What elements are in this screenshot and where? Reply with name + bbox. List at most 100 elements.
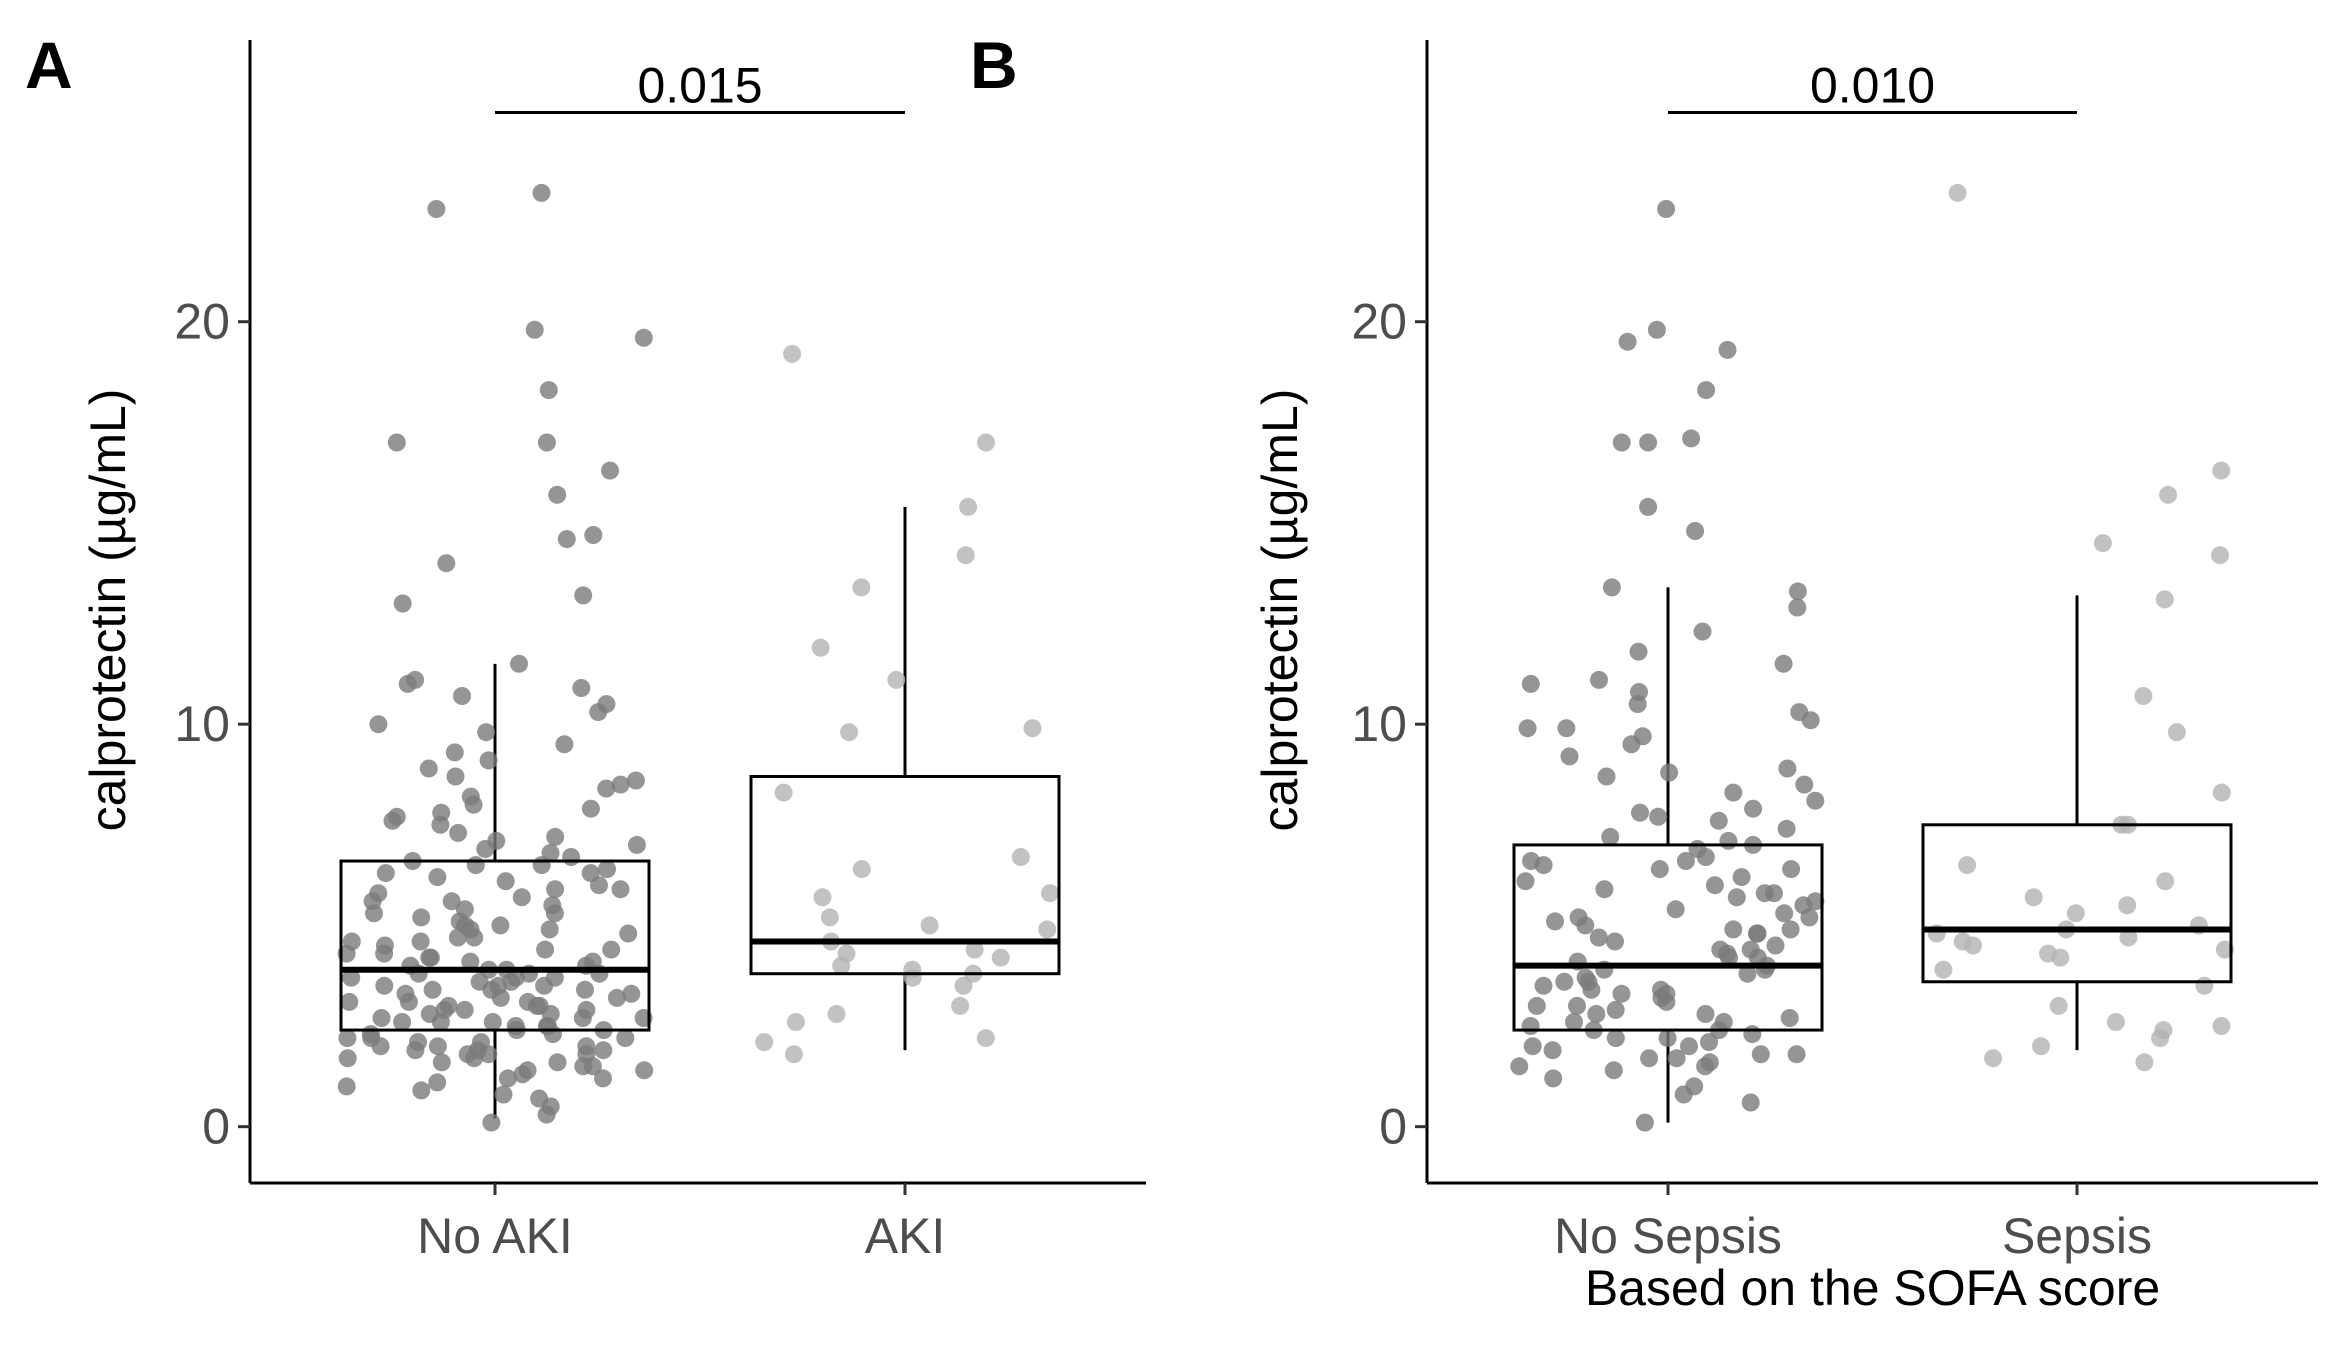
data-point bbox=[2211, 546, 2229, 565]
data-point bbox=[1544, 1069, 1563, 1088]
data-point bbox=[518, 1061, 537, 1080]
box-iqr bbox=[1512, 843, 1824, 1032]
data-point bbox=[1516, 872, 1535, 891]
data-point bbox=[338, 1049, 357, 1068]
data-point bbox=[1948, 183, 1967, 202]
data-point bbox=[594, 1069, 612, 1088]
data-point bbox=[622, 984, 641, 1003]
data-point bbox=[1696, 1057, 1715, 1076]
data-point bbox=[1964, 936, 1982, 955]
data-point bbox=[811, 638, 830, 657]
y-tick-label: 10 bbox=[174, 696, 230, 752]
data-point bbox=[574, 1057, 593, 1076]
data-point bbox=[783, 344, 802, 363]
data-point bbox=[482, 1113, 501, 1132]
p-value-label: 0.015 bbox=[637, 57, 762, 113]
data-point bbox=[491, 916, 510, 935]
data-point bbox=[406, 1041, 425, 1060]
data-point bbox=[1612, 984, 1631, 1003]
data-point bbox=[1523, 1037, 1542, 1056]
data-point bbox=[2051, 948, 2070, 967]
data-point bbox=[428, 1073, 447, 1092]
data-point bbox=[465, 928, 484, 947]
data-point bbox=[1522, 852, 1541, 870]
data-point bbox=[920, 916, 939, 935]
data-point bbox=[1657, 200, 1676, 218]
data-point bbox=[1696, 848, 1715, 866]
data-point bbox=[393, 594, 412, 613]
panel-letter: A bbox=[25, 28, 73, 102]
data-point bbox=[598, 860, 616, 879]
data-point bbox=[1775, 904, 1794, 923]
data-point bbox=[2066, 904, 2085, 923]
x-tick-label: No Sepsis bbox=[1554, 1208, 1782, 1264]
data-point bbox=[965, 940, 984, 959]
data-point bbox=[1806, 791, 1825, 810]
data-point bbox=[510, 654, 528, 673]
data-point bbox=[2049, 996, 2068, 1015]
data-point bbox=[589, 703, 608, 722]
data-point bbox=[445, 743, 464, 762]
data-point bbox=[1693, 622, 1712, 641]
data-point bbox=[1719, 831, 1738, 850]
data-point bbox=[820, 908, 839, 927]
data-point bbox=[2155, 590, 2174, 609]
data-point bbox=[1765, 884, 1783, 903]
data-point bbox=[813, 888, 832, 907]
data-point bbox=[537, 1105, 556, 1124]
data-point bbox=[576, 980, 594, 999]
y-tick-label: 0 bbox=[202, 1099, 230, 1155]
data-point bbox=[431, 1013, 450, 1031]
data-point bbox=[1724, 783, 1743, 802]
data-point bbox=[1751, 1045, 1770, 1064]
data-point bbox=[1560, 747, 1579, 766]
data-point bbox=[976, 1029, 995, 1048]
data-point bbox=[956, 546, 975, 565]
data-point bbox=[852, 860, 871, 879]
data-point bbox=[1590, 670, 1608, 689]
x-tick-label: Sepsis bbox=[2002, 1208, 2152, 1264]
x-tick-label: AKI bbox=[865, 1208, 946, 1264]
data-point bbox=[1657, 984, 1676, 1003]
data-point bbox=[2119, 928, 2138, 947]
data-point bbox=[376, 864, 395, 883]
data-point bbox=[1660, 763, 1679, 782]
data-point bbox=[525, 320, 544, 339]
data-point bbox=[423, 980, 442, 999]
data-point bbox=[827, 1005, 846, 1023]
data-point bbox=[903, 968, 922, 987]
data-point bbox=[572, 679, 591, 697]
data-point bbox=[1666, 900, 1685, 919]
data-point bbox=[562, 848, 581, 866]
data-point bbox=[1579, 972, 1598, 991]
data-point bbox=[372, 1009, 391, 1027]
data-point bbox=[1649, 807, 1668, 826]
data-point bbox=[437, 554, 456, 573]
data-point bbox=[1510, 1057, 1529, 1076]
data-point bbox=[584, 526, 603, 544]
data-point bbox=[338, 1029, 357, 1048]
data-point bbox=[1705, 876, 1724, 895]
data-point bbox=[1576, 916, 1595, 935]
data-point bbox=[545, 904, 564, 923]
data-point bbox=[383, 811, 402, 830]
data-point bbox=[1801, 711, 1820, 730]
data-point bbox=[635, 1061, 654, 1080]
data-point bbox=[597, 779, 616, 798]
x-tick-label: No AKI bbox=[417, 1208, 573, 1264]
data-point bbox=[951, 996, 970, 1015]
data-point bbox=[340, 992, 359, 1011]
data-point bbox=[1780, 1009, 1799, 1027]
box-iqr bbox=[1921, 823, 2233, 984]
data-point bbox=[2212, 1017, 2231, 1035]
data-point bbox=[387, 433, 406, 452]
data-point bbox=[627, 835, 646, 854]
data-point bbox=[774, 783, 793, 802]
data-point bbox=[1727, 888, 1746, 907]
data-point bbox=[832, 956, 851, 975]
data-point bbox=[607, 988, 626, 1007]
data-point bbox=[1676, 852, 1695, 870]
panel-a: A 0 10 20 calprotectin (µg/mL) No AKI AKI 0.015 bbox=[25, 28, 1146, 1264]
data-point bbox=[1714, 1013, 1733, 1031]
